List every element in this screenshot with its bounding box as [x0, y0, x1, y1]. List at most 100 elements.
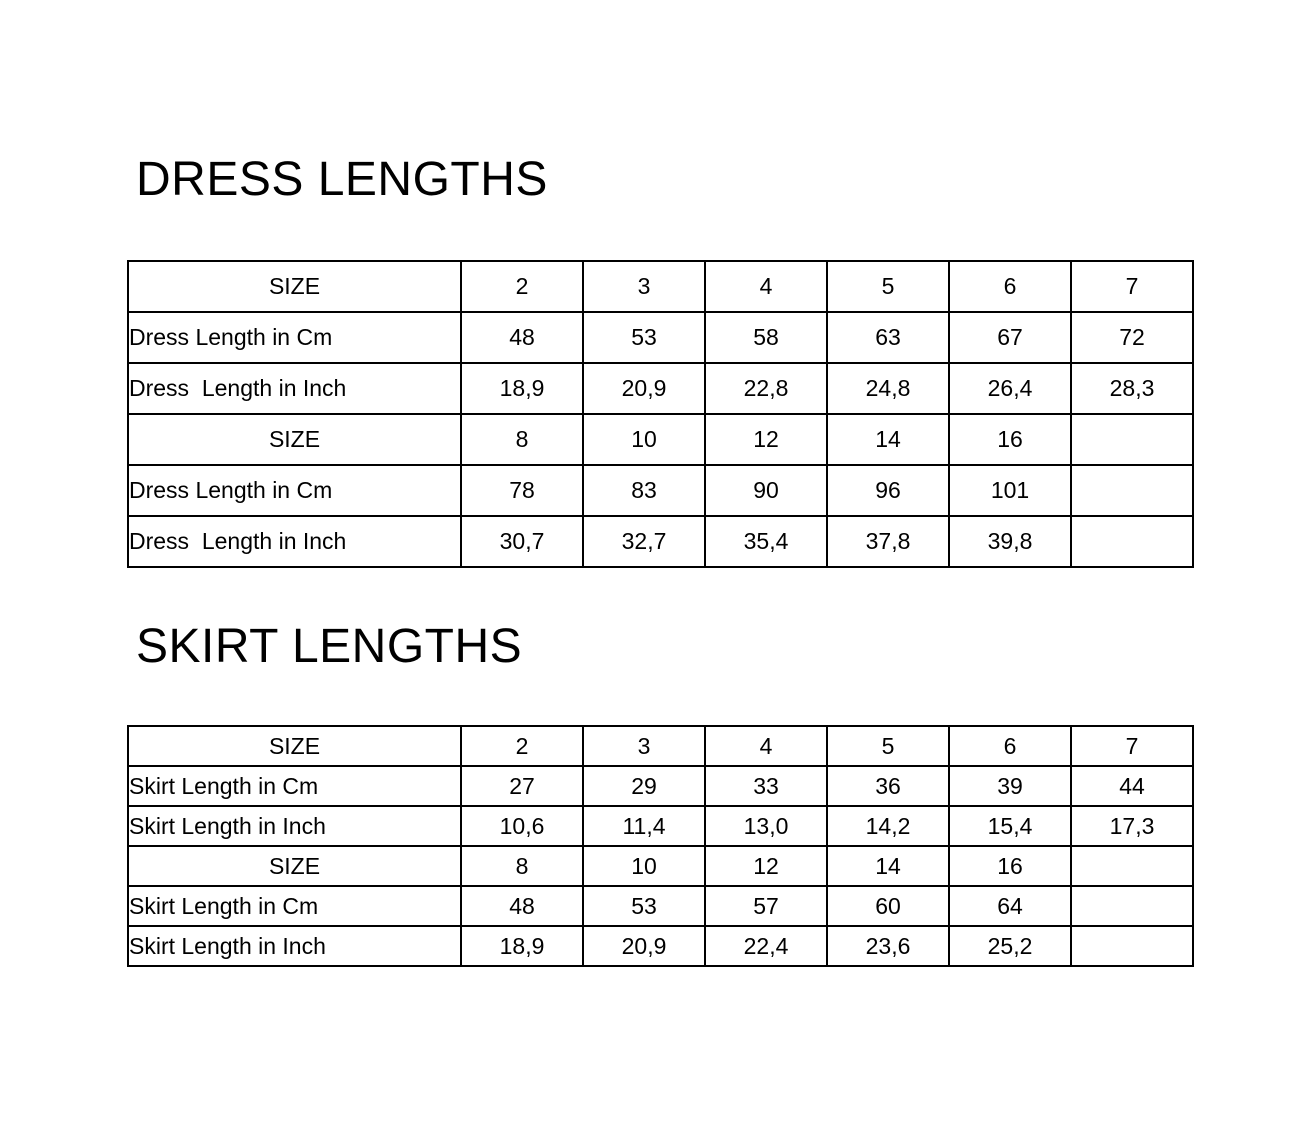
size-header-cell: 12	[704, 845, 828, 887]
size-header-cell: 6	[948, 725, 1072, 767]
measurement-cell: 18,9	[460, 362, 584, 415]
measurement-cell: 60	[826, 885, 950, 927]
measurement-cell: 53	[582, 311, 706, 364]
dress-lengths-table: SIZE 2 3 4 5 6 7 Dress Length in Cm 48 5…	[127, 260, 1194, 568]
table-row: Dress Length in Cm 48 53 58 63 67 72	[127, 311, 1194, 364]
table-row: SIZE 2 3 4 5 6 7	[127, 725, 1194, 767]
measurement-cell: 96	[826, 464, 950, 517]
row-label: Skirt Length in Cm	[127, 765, 462, 807]
measurement-cell: 29	[582, 765, 706, 807]
measurement-cell: 32,7	[582, 515, 706, 568]
measurement-cell: 25,2	[948, 925, 1072, 967]
size-header-cell: 5	[826, 725, 950, 767]
size-header-cell: 3	[582, 725, 706, 767]
measurement-cell: 27	[460, 765, 584, 807]
measurement-cell: 39,8	[948, 515, 1072, 568]
size-header-label: SIZE	[127, 845, 462, 887]
size-header-label: SIZE	[127, 413, 462, 466]
measurement-cell: 39	[948, 765, 1072, 807]
row-label: Dress Length in Inch	[127, 362, 462, 415]
table-row: SIZE 8 10 12 14 16	[127, 845, 1194, 887]
size-header-cell: 2	[460, 260, 584, 313]
size-header-cell: 7	[1070, 725, 1194, 767]
table-row: Skirt Length in Cm 48 53 57 60 64	[127, 885, 1194, 927]
measurement-cell: 15,4	[948, 805, 1072, 847]
measurement-cell: 10,6	[460, 805, 584, 847]
skirt-section-title: SKIRT LENGTHS	[136, 620, 523, 673]
size-header-cell: 7	[1070, 260, 1194, 313]
size-header-cell: 16	[948, 845, 1072, 887]
size-header-cell: 2	[460, 725, 584, 767]
measurement-cell: 24,8	[826, 362, 950, 415]
measurement-cell: 36	[826, 765, 950, 807]
row-label: Skirt Length in Inch	[127, 925, 462, 967]
measurement-cell: 64	[948, 885, 1072, 927]
row-label: Dress Length in Cm	[127, 464, 462, 517]
table-row: Skirt Length in Inch 18,9 20,9 22,4 23,6…	[127, 925, 1194, 967]
measurement-cell: 67	[948, 311, 1072, 364]
measurement-cell: 18,9	[460, 925, 584, 967]
measurement-cell: 26,4	[948, 362, 1072, 415]
measurement-cell: 13,0	[704, 805, 828, 847]
measurement-cell: 48	[460, 885, 584, 927]
measurement-cell: 20,9	[582, 925, 706, 967]
measurement-cell: 83	[582, 464, 706, 517]
measurement-cell: 58	[704, 311, 828, 364]
measurement-cell: 53	[582, 885, 706, 927]
size-header-label: SIZE	[127, 725, 462, 767]
table-row: SIZE 8 10 12 14 16	[127, 413, 1194, 466]
size-header-cell: 12	[704, 413, 828, 466]
size-header-cell: 10	[582, 845, 706, 887]
measurement-cell: 44	[1070, 765, 1194, 807]
size-header-cell: 10	[582, 413, 706, 466]
table-row: Dress Length in Cm 78 83 90 96 101	[127, 464, 1194, 517]
size-header-label: SIZE	[127, 260, 462, 313]
size-header-cell: 6	[948, 260, 1072, 313]
measurement-cell: 22,8	[704, 362, 828, 415]
row-label: Skirt Length in Inch	[127, 805, 462, 847]
size-header-cell: 16	[948, 413, 1072, 466]
dress-section-title: DRESS LENGTHS	[136, 153, 548, 206]
measurement-cell: 78	[460, 464, 584, 517]
measurement-cell: 101	[948, 464, 1072, 517]
measurement-cell: 37,8	[826, 515, 950, 568]
empty-cell	[1070, 515, 1194, 568]
measurement-cell: 57	[704, 885, 828, 927]
table-row: Dress Length in Inch 30,7 32,7 35,4 37,8…	[127, 515, 1194, 568]
row-label: Dress Length in Cm	[127, 311, 462, 364]
size-header-cell: 14	[826, 413, 950, 466]
size-header-cell: 3	[582, 260, 706, 313]
measurement-cell: 17,3	[1070, 805, 1194, 847]
row-label: Skirt Length in Cm	[127, 885, 462, 927]
size-header-cell: 8	[460, 845, 584, 887]
row-label: Dress Length in Inch	[127, 515, 462, 568]
size-header-cell: 14	[826, 845, 950, 887]
measurement-cell: 20,9	[582, 362, 706, 415]
empty-cell	[1070, 885, 1194, 927]
empty-cell	[1070, 464, 1194, 517]
measurement-cell: 23,6	[826, 925, 950, 967]
empty-cell	[1070, 413, 1194, 466]
table-row: Skirt Length in Inch 10,6 11,4 13,0 14,2…	[127, 805, 1194, 847]
empty-cell	[1070, 845, 1194, 887]
measurement-cell: 72	[1070, 311, 1194, 364]
measurement-cell: 11,4	[582, 805, 706, 847]
size-header-cell: 4	[704, 725, 828, 767]
measurement-cell: 28,3	[1070, 362, 1194, 415]
measurement-cell: 63	[826, 311, 950, 364]
size-header-cell: 4	[704, 260, 828, 313]
measurement-cell: 14,2	[826, 805, 950, 847]
empty-cell	[1070, 925, 1194, 967]
measurement-cell: 30,7	[460, 515, 584, 568]
skirt-lengths-table: SIZE 2 3 4 5 6 7 Skirt Length in Cm 27 2…	[127, 725, 1194, 967]
table-row: Dress Length in Inch 18,9 20,9 22,8 24,8…	[127, 362, 1194, 415]
measurement-cell: 35,4	[704, 515, 828, 568]
measurement-cell: 33	[704, 765, 828, 807]
measurement-cell: 22,4	[704, 925, 828, 967]
table-row: SIZE 2 3 4 5 6 7	[127, 260, 1194, 313]
size-header-cell: 5	[826, 260, 950, 313]
table-row: Skirt Length in Cm 27 29 33 36 39 44	[127, 765, 1194, 807]
measurement-cell: 48	[460, 311, 584, 364]
measurement-cell: 90	[704, 464, 828, 517]
